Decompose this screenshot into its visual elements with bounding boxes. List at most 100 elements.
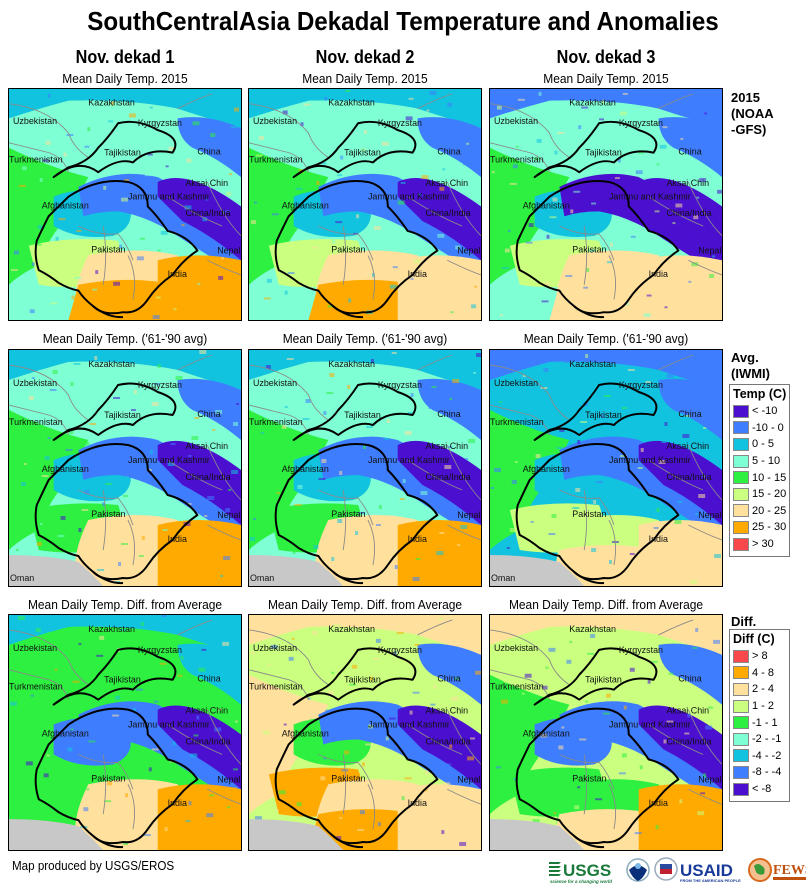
raster-cell (533, 157, 541, 160)
raster-cell (160, 230, 168, 235)
admin-border (318, 754, 374, 790)
map-label-uzbekistan: Uzbekistan (13, 643, 57, 653)
raster-cell (60, 516, 66, 520)
row-label-line: Diff. (731, 614, 757, 629)
raster-cell (45, 140, 51, 145)
legend-title: Temp (C) (733, 387, 787, 401)
raster-cell (155, 296, 161, 299)
admin-border (167, 459, 223, 491)
raster-cell (413, 259, 421, 264)
raster-cell (181, 224, 185, 227)
raster-cell (113, 281, 121, 286)
raster-cell (131, 94, 137, 97)
raster-cell (221, 257, 225, 260)
map-label-turkmenistan: Turkmenistan (249, 417, 303, 427)
raster-cell (87, 127, 91, 132)
raster-cell (291, 637, 295, 640)
map-label-india: India (408, 798, 427, 808)
raster-cell (292, 206, 296, 211)
map-label-kazakhstan: Kazakhstan (328, 98, 375, 108)
raster-cell (194, 301, 200, 306)
raster-cell (465, 458, 469, 460)
raster-cell (228, 489, 232, 491)
raster-cell (233, 768, 239, 771)
raster-cell (711, 573, 715, 575)
raster-cell (43, 773, 49, 778)
raster-cell (683, 119, 691, 124)
raster-cell (385, 736, 389, 741)
raster-cell (520, 307, 526, 312)
map-canvas: Kazakhstan Uzbekistan Kyrgyzstan Tajikistan… (9, 350, 241, 586)
raster-cell (513, 778, 517, 781)
map-label-aksai-chin: Aksai Chin (666, 441, 709, 451)
map-label-turkmenistan: Turkmenistan (490, 154, 544, 164)
map-label-india: India (649, 534, 668, 544)
raster-cell (405, 116, 413, 121)
raster-cell (125, 476, 129, 480)
usgs-logo-text: USGS (563, 861, 611, 880)
panel-title: Mean Daily Temp. 2015 (543, 71, 669, 86)
panel-title: Mean Daily Temp. 2015 (302, 71, 428, 86)
country-border (573, 571, 605, 585)
usgs-logo-icon: USGS science for a changing world (549, 861, 612, 884)
raster-cell (222, 641, 230, 646)
raster-cell (186, 158, 192, 163)
raster-cell (524, 673, 532, 678)
raster-cell (519, 394, 525, 398)
raster-cell (420, 491, 428, 495)
legend-swatch (733, 666, 749, 680)
legend-item: -8 - -4 (733, 764, 786, 781)
raster-cell (492, 785, 500, 790)
legend-item: > 8 (733, 648, 786, 665)
raster-cell (447, 102, 453, 107)
country-border (515, 443, 680, 581)
raster-cell (378, 505, 382, 509)
country-border (34, 443, 199, 581)
raster-cell (548, 647, 556, 652)
map-label-china-india: China/India (425, 472, 470, 482)
raster-cell (161, 615, 167, 617)
raster-cell (580, 421, 588, 423)
raster-cell (175, 376, 183, 380)
raster-cell (551, 514, 557, 518)
raster-cell (295, 187, 303, 190)
temperature-zone (638, 255, 722, 320)
raster-cell (116, 263, 122, 266)
legend-item: -10 - 0 (733, 420, 786, 437)
map-label-uzbekistan: Uzbekistan (494, 116, 538, 126)
country-border (573, 835, 605, 849)
raster-cell (349, 683, 357, 686)
map-label-tajikistan: Tajikistan (344, 675, 381, 685)
map-label-tajikistan: Tajikistan (344, 410, 381, 420)
temperature-zone (249, 350, 481, 390)
raster-cell (220, 575, 224, 577)
raster-cell (288, 656, 294, 661)
raster-cell (658, 460, 666, 464)
temperature-zone (157, 440, 241, 525)
temperature-zone (78, 173, 241, 275)
raster-cell (103, 185, 107, 190)
legend-label: -10 - 0 (752, 421, 784, 434)
raster-cell (339, 817, 343, 820)
country-border (52, 647, 177, 706)
raster-cell (308, 265, 312, 270)
map-label-kazakhstan: Kazakhstan (88, 359, 135, 369)
map-label-afghanistan: Afghanistan (282, 728, 329, 738)
raster-cell (185, 820, 191, 823)
raster-cell (666, 720, 674, 723)
raster-cell (102, 502, 106, 506)
map-label-china: China (437, 409, 460, 419)
raster-cell (231, 126, 239, 129)
raster-cell (254, 816, 262, 821)
map-label-nepal: Nepal (698, 245, 721, 255)
raster-cell (445, 149, 453, 154)
map-label-jammu-kashmir: Jammu and Kashmir (368, 720, 450, 730)
raster-cell (192, 121, 200, 126)
map-label-india: India (168, 798, 187, 808)
legend-item: 10 - 15 (733, 469, 786, 486)
legend-label: 5 - 10 (752, 455, 781, 468)
raster-cell (528, 223, 534, 228)
raster-cell (704, 112, 708, 115)
raster-cell (124, 179, 129, 182)
raster-cell (619, 455, 627, 457)
